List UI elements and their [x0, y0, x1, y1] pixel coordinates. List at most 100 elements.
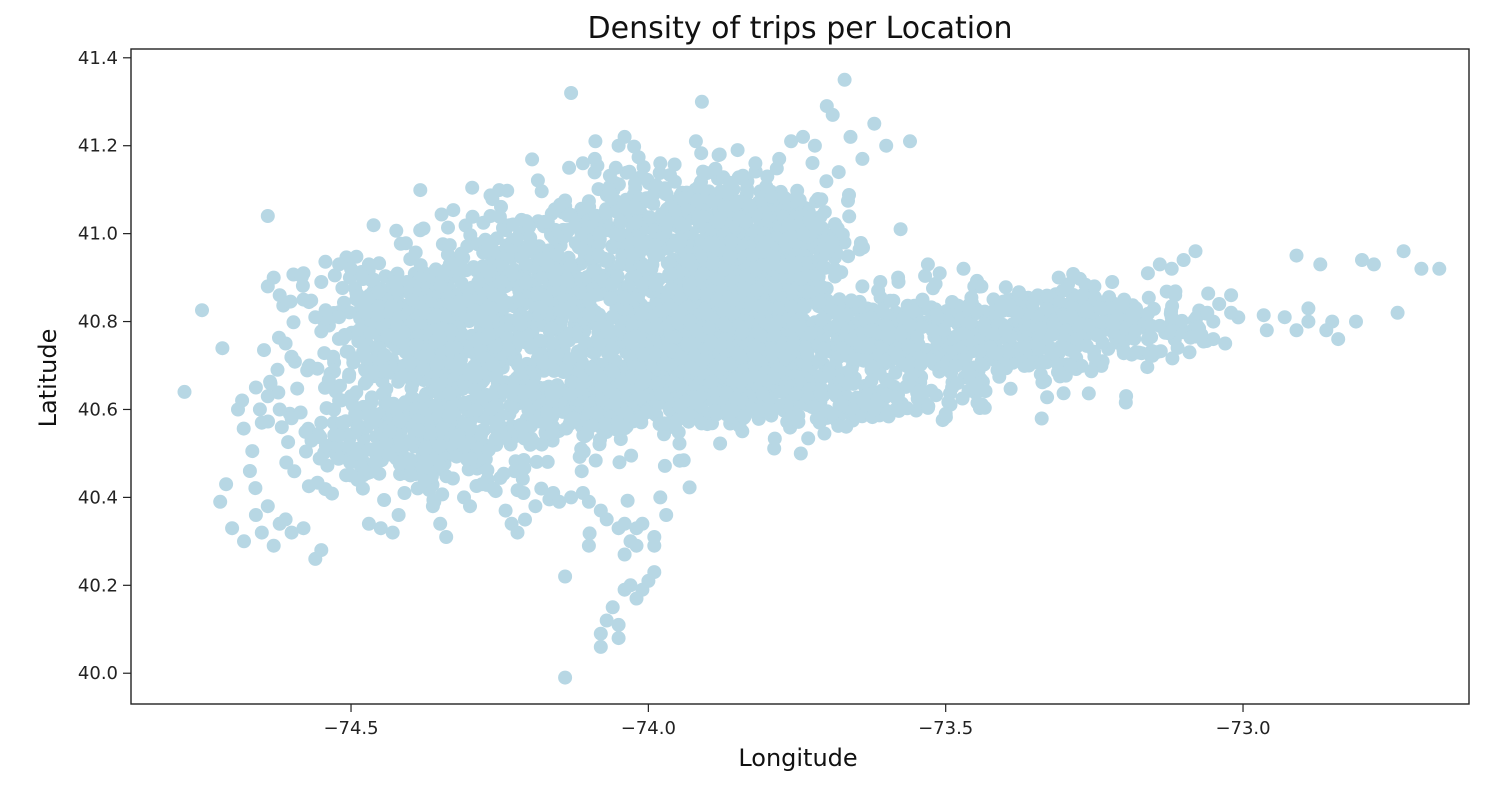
scatter-point	[497, 383, 512, 398]
scatter-point	[683, 313, 698, 328]
scatter-point	[1081, 318, 1096, 333]
x-tick-label: −73.0	[1215, 718, 1270, 739]
scatter-point	[881, 330, 896, 345]
scatter-point	[653, 490, 668, 505]
scatter-point	[332, 257, 347, 272]
scatter-point	[562, 160, 577, 175]
scatter-point	[525, 378, 540, 393]
scatter-point	[634, 307, 649, 322]
scatter-point	[558, 670, 573, 685]
scatter-point	[921, 400, 935, 415]
y-tick-label: 40.0	[78, 663, 118, 684]
scatter-point	[342, 367, 357, 382]
scatter-point	[937, 323, 951, 338]
scatter-point	[1206, 332, 1221, 347]
scatter-point	[846, 351, 861, 366]
scatter-point	[691, 211, 706, 226]
scatter-point	[540, 405, 554, 419]
scatter-point	[690, 193, 705, 208]
scatter-point	[563, 258, 578, 273]
scatter-point	[536, 356, 551, 371]
scatter-point	[1089, 327, 1104, 342]
scatter-point	[925, 323, 940, 338]
scatter-point	[867, 116, 882, 131]
scatter-point	[647, 248, 662, 263]
scatter-point	[574, 441, 589, 456]
scatter-point	[1033, 321, 1048, 336]
scatter-point	[584, 361, 599, 376]
y-axis-label: Latitude	[34, 329, 62, 428]
scatter-point	[530, 286, 545, 301]
scatter-point	[558, 569, 573, 584]
scatter-point	[278, 336, 293, 351]
scatter-point	[260, 389, 275, 404]
scatter-point	[1313, 257, 1328, 272]
scatter-point	[371, 307, 386, 322]
scatter-point	[514, 250, 529, 265]
scatter-point	[488, 339, 503, 354]
scatter-point	[506, 217, 520, 232]
scatter-point	[867, 402, 882, 417]
scatter-point	[1079, 303, 1094, 318]
scatter-point	[713, 184, 728, 199]
scatter-point	[287, 464, 302, 479]
scatter-point	[1165, 351, 1180, 366]
scatter-point	[1021, 358, 1036, 373]
scatter-point	[575, 242, 589, 256]
scatter-point	[1074, 358, 1089, 373]
scatter-point	[1057, 340, 1072, 355]
scatter-point	[429, 357, 444, 372]
scatter-point	[896, 311, 911, 325]
scatter-point	[593, 639, 608, 654]
scatter-point	[774, 260, 789, 275]
scatter-point	[709, 407, 724, 422]
scatter-point	[647, 238, 662, 253]
scatter-point	[624, 448, 639, 463]
scatter-point	[605, 309, 620, 324]
chart-title: Density of trips per Location	[588, 11, 1013, 46]
scatter-point	[581, 538, 596, 553]
scatter-point	[610, 269, 625, 284]
scatter-point	[283, 294, 298, 309]
scatter-point	[838, 376, 853, 391]
scatter-point	[841, 249, 856, 264]
scatter-point	[530, 173, 545, 188]
scatter-point	[1168, 288, 1183, 303]
scatter-point	[418, 442, 433, 457]
scatter-point	[355, 481, 370, 496]
scatter-point	[1010, 305, 1025, 320]
scatter-point	[760, 169, 775, 184]
scatter-point	[1040, 390, 1055, 405]
scatter-point	[260, 209, 275, 223]
scatter-point	[372, 256, 387, 271]
scatter-point	[469, 369, 484, 384]
scatter-point	[528, 414, 543, 429]
scatter-point	[786, 316, 801, 331]
scatter-point	[1069, 332, 1084, 347]
scatter-point	[801, 431, 816, 446]
scatter-point	[978, 384, 993, 399]
scatter-point	[1001, 345, 1016, 359]
scatter-point	[403, 468, 418, 483]
scatter-point	[1414, 261, 1429, 276]
scatter-point	[475, 423, 490, 438]
scatter-point	[945, 295, 960, 309]
scatter-point	[628, 215, 643, 230]
scatter-point	[312, 451, 327, 466]
scatter-point	[879, 406, 894, 421]
scatter-point	[622, 164, 637, 179]
scatter-point	[812, 415, 827, 430]
scatter-point	[428, 333, 442, 348]
scatter-point	[629, 538, 644, 553]
scatter-point	[1390, 305, 1405, 320]
scatter-point	[471, 275, 486, 290]
scatter-point	[918, 268, 933, 283]
scatter-point	[591, 247, 606, 262]
scatter-point	[314, 275, 329, 289]
scatter-point	[938, 406, 953, 421]
scatter-point	[397, 486, 412, 500]
scatter-point	[961, 298, 976, 313]
scatter-point	[658, 186, 673, 201]
scatter-point	[599, 512, 614, 527]
scatter-point	[864, 310, 879, 325]
